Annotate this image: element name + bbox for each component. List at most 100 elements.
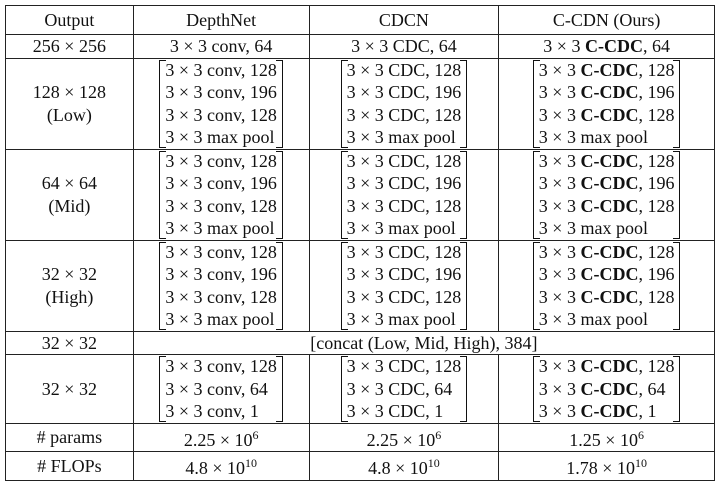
cell: 3 × 3 C-CDC, 64 [498,34,715,59]
bracket-block: 3 × 3 C-CDC, 128 3 × 3 C-CDC, 196 3 × 3 C-… [532,150,681,240]
text: 3 × 3 max pool [165,218,275,238]
page: Output DepthNet CDCN C-CDN (Ours) 256 × 256… [0,5,720,494]
layer-line: 3 × 3 conv, 128 [165,195,276,218]
output-cell: 64 × 64 (Mid) [5,148,134,241]
text: 3 × 3 [538,173,581,193]
text: 3 × 3 [538,401,581,421]
number-exponent: 6 [435,427,442,442]
table-row: 128 × 128 (Low) 3 × 3 conv, 128 3 × 3 conv,… [5,57,715,150]
text: , 128 [638,104,675,125]
text: 3 × 3 max pool [165,127,275,147]
highlight: C-CDC [580,195,639,216]
layer-line: 3 × 3 max pool [347,126,462,149]
line-block: 3 × 3 CDC, 64 [314,35,495,58]
layer-line: 3 × 3 CDC, 128 [347,195,462,218]
line-block: 3 × 3 conv, 64 [138,35,305,58]
cell: 1.25 × 106 [498,422,715,452]
bracket-block: 3 × 3 conv, 128 3 × 3 conv, 196 3 × 3 conv… [159,59,284,149]
bracket-block: 3 × 3 conv, 128 3 × 3 conv, 196 3 × 3 conv… [159,150,284,240]
cell: 3 × 3 CDC, 128 3 × 3 CDC, 196 3 × 3 CDC, 1… [308,239,500,332]
text: 3 × 3 CDC, 128 [346,241,462,262]
number-exponent: 10 [427,456,440,470]
output-line: 128 × 128 [32,82,106,102]
text: 3 × 3 [538,150,581,171]
header-cell: DepthNet [132,5,310,35]
text: 3 × 3 conv, 128 [165,195,277,216]
cell: 3 × 3 CDC, 128 3 × 3 CDC, 196 3 × 3 CDC, 1… [308,57,500,150]
text: 3 × 3 conv, 128 [165,104,277,125]
number-base: 1.25 × 10 [569,429,638,450]
cell: 3 × 3 C-CDC, 128 3 × 3 C-CDC, 196 3 × 3 C-… [498,57,715,150]
layer-line: 3 × 3 conv, 128 [165,59,276,82]
number-base: 2.25 × 10 [366,429,436,450]
number-exponent: 6 [252,427,259,442]
text: , 196 [638,264,675,284]
text: 3 × 3 [538,264,581,284]
number-base: 1.78 × 10 [566,458,635,478]
text: , 128 [638,241,675,262]
layer-line: 3 × 3 C-CDC, 128 [539,195,675,218]
layer-line: 3 × 3 CDC, 64 [347,378,462,401]
cell: 3 × 3 CDC, 128 3 × 3 CDC, 64 3 × 3 CDC, 1 [308,354,500,424]
cell: 3 × 3 conv, 128 3 × 3 conv, 196 3 × 3 conv… [132,239,310,332]
layer-line: 3 × 3 conv, 196 [165,172,276,195]
cell: 2.25 × 106 [308,422,500,452]
header-cell: Output [5,5,134,35]
layer-line: 3 × 3 max pool [165,217,276,240]
output-line: 32 × 32 [41,378,97,399]
output-line: 64 × 64 [41,173,97,193]
layer-line: 3 × 3 CDC, 196 [347,172,462,195]
text: 3 × 3 max pool [346,309,456,329]
layer-line: 3 × 3 conv, 1 [165,400,276,423]
output-cell: # params [5,422,134,452]
text: 3 × 3 CDC, 64 [351,36,457,56]
output-cell: 32 × 32 [5,330,134,355]
text: 3 × 3 conv, 128 [165,356,277,376]
highlight: C-CDC [580,401,639,421]
text: 3 × 3 max pool [165,309,275,329]
text: , 64 [638,378,666,399]
layer-line: 3 × 3 CDC, 196 [347,81,462,104]
text: , 128 [638,195,675,216]
output-cell: 32 × 32 (High) [5,239,134,332]
table-row: 32 × 32 [concat (Low, Mid, High), 384] [5,330,716,355]
cell: 3 × 3 conv, 64 [132,34,310,59]
text: 3 × 3 conv, 196 [165,82,277,102]
text: 3 × 3 CDC, 1 [346,401,444,421]
cell: 3 × 3 C-CDC, 128 3 × 3 C-CDC, 196 3 × 3 C-… [498,239,715,332]
layer-line: 3 × 3 max pool [347,217,462,240]
text: 3 × 3 max pool [538,127,648,147]
table-row: 32 × 32 3 × 3 conv, 128 3 × 3 conv, 64 3 × … [5,354,715,424]
layer-line: 3 × 3 conv, 128 [165,286,276,309]
bracket-block: 3 × 3 C-CDC, 128 3 × 3 C-CDC, 64 3 × 3 C-C… [532,355,681,423]
highlight: C-CDC [580,286,639,307]
text: , 196 [638,173,675,193]
header-cell: CDCN [308,5,500,35]
highlight: C-CDC [580,59,639,80]
text: 3 × 3 [538,82,581,102]
bracket-block: 3 × 3 CDC, 128 3 × 3 CDC, 196 3 × 3 CDC, 1… [340,150,468,240]
highlight: C-CDC [580,241,639,262]
layer-line: 3 × 3 C-CDC, 64 [539,378,675,401]
cell: 3 × 3 conv, 128 3 × 3 conv, 196 3 × 3 conv… [132,57,310,150]
layer-line: 3 × 3 CDC, 128 [347,241,462,264]
text: 3 × 3 conv, 196 [165,173,277,193]
text: 3 × 3 [538,59,581,80]
text: 3 × 3 [538,286,581,307]
layer-line: 3 × 3 max pool [539,126,675,149]
output-cell: 256 × 256 [5,34,134,59]
output-line: 32 × 32 [41,332,97,353]
bracket-block: 3 × 3 C-CDC, 128 3 × 3 C-CDC, 196 3 × 3 C-… [532,59,681,149]
text: 3 × 3 conv, 64 [169,36,273,56]
output-line: # FLOPs [37,455,102,476]
cell: 3 × 3 CDC, 128 3 × 3 CDC, 196 3 × 3 CDC, 1… [308,148,500,241]
layer-line: 3 × 3 C-CDC, 128 [539,241,675,264]
highlight: C-CDC [580,82,639,102]
number-base: 4.8 × 10 [185,458,245,478]
highlight: C-CDC [584,36,643,56]
layer-line: 3 × 3 max pool [539,308,675,331]
text: 3 × 3 max pool [346,127,456,147]
layer-line: 3 × 3 C-CDC, 128 [539,104,675,127]
layer-line: 3 × 3 C-CDC, 128 [539,59,675,82]
output-cell: # FLOPs [5,451,134,481]
